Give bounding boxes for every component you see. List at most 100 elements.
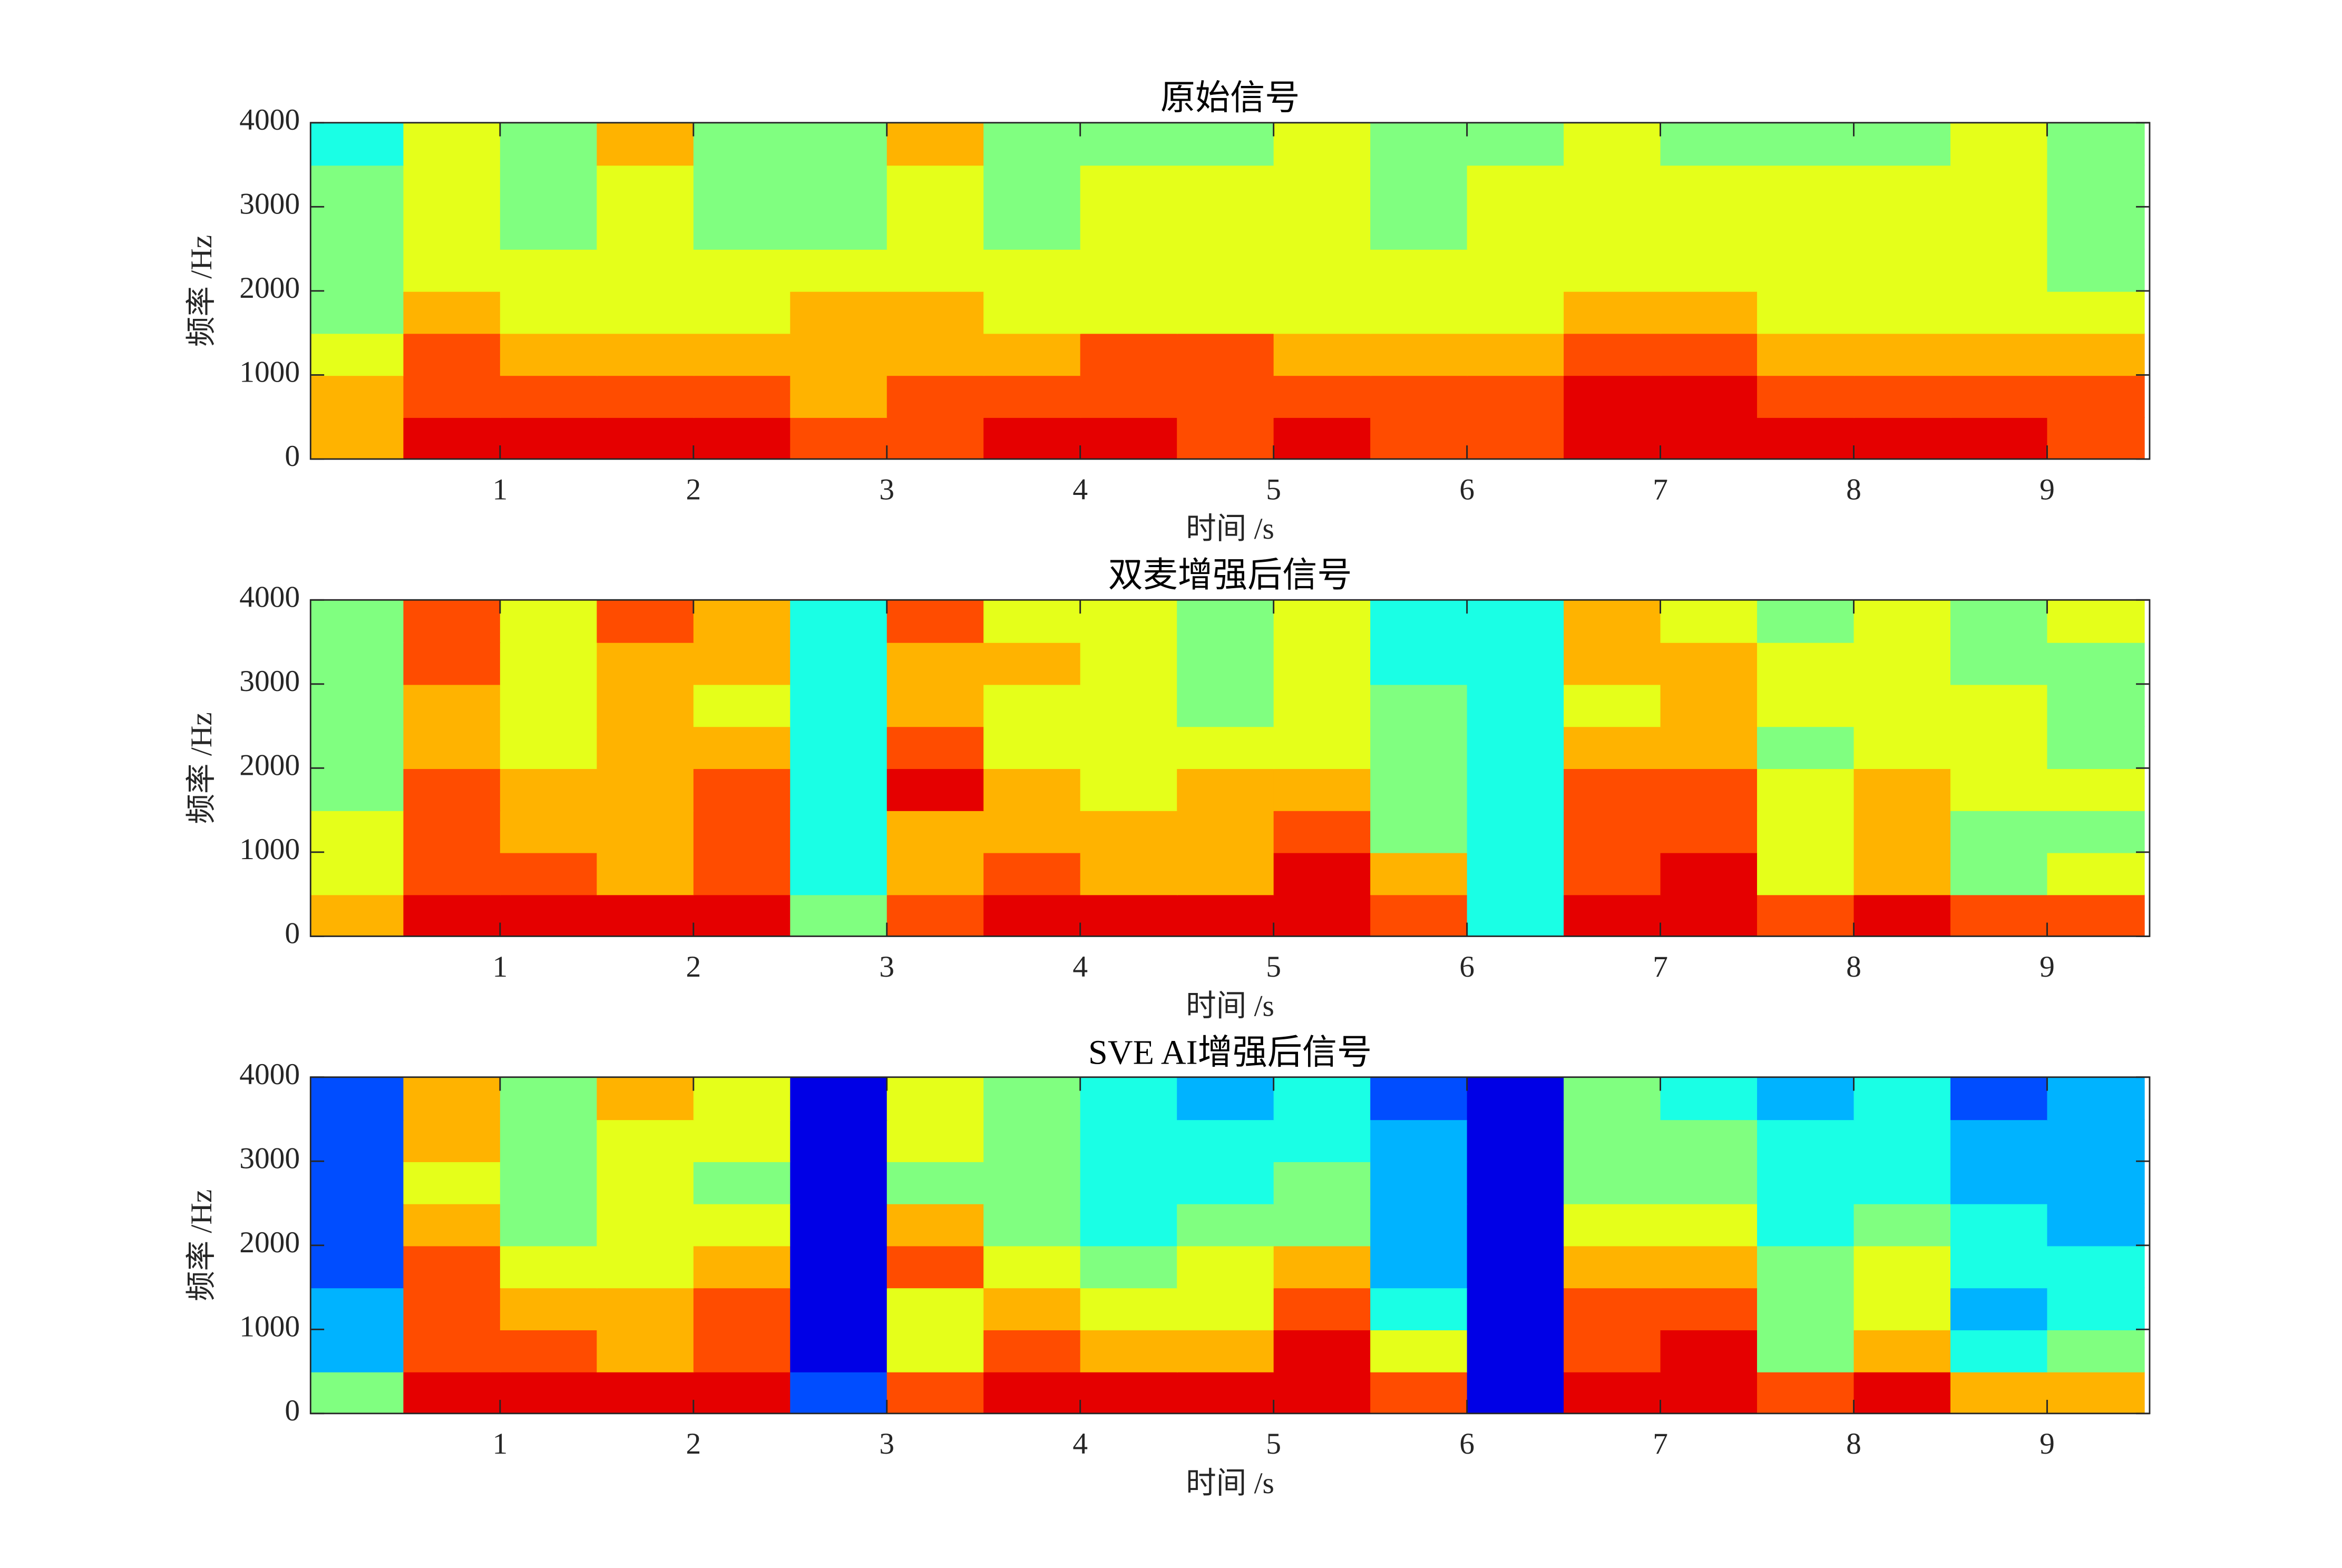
cell	[1660, 290, 1758, 334]
cell	[2047, 207, 2145, 250]
chart-title: 原始信号	[1160, 79, 1300, 118]
cell	[2047, 810, 2145, 853]
cell	[693, 684, 792, 727]
cell	[597, 164, 695, 208]
cell	[1467, 894, 1565, 937]
cell	[1564, 164, 1662, 208]
cell	[1757, 1371, 1855, 1414]
cell	[1853, 1329, 1951, 1372]
cell	[1950, 768, 2048, 811]
x-tick-label: 9	[2040, 473, 2055, 506]
cell	[1273, 290, 1371, 334]
cell	[790, 1077, 888, 1121]
cell	[1370, 1161, 1468, 1204]
cell	[500, 1287, 598, 1331]
cell	[790, 810, 888, 853]
cell	[500, 1203, 598, 1246]
cell	[403, 1245, 501, 1289]
cell	[1757, 810, 1855, 853]
cell	[1757, 417, 1855, 459]
cell	[693, 726, 792, 770]
cell	[1080, 1329, 1178, 1372]
cell	[693, 810, 792, 853]
cell	[886, 1203, 984, 1246]
cell	[1564, 852, 1662, 895]
cell	[1660, 1161, 1758, 1204]
x-axis-label: 时间 /s	[1186, 512, 1274, 546]
cell	[1467, 1371, 1565, 1414]
cell	[693, 290, 792, 334]
cell	[500, 1371, 598, 1414]
cell	[1177, 290, 1275, 334]
y-axis-label: 频率 /Hz	[185, 1190, 218, 1301]
cell	[886, 684, 984, 727]
cell	[597, 1077, 695, 1121]
cell	[886, 1245, 984, 1289]
cell	[1370, 1077, 1468, 1121]
cell	[886, 1371, 984, 1414]
cell	[597, 810, 695, 853]
cell	[886, 600, 984, 643]
cell	[983, 375, 1081, 418]
cell	[1757, 1119, 1855, 1162]
cell	[2047, 375, 2145, 418]
cell	[1080, 1203, 1178, 1246]
x-tick-label: 7	[1653, 950, 1668, 983]
cell	[790, 164, 888, 208]
x-tick-label: 3	[879, 950, 894, 983]
cell	[1177, 1329, 1275, 1372]
cell	[1370, 290, 1468, 334]
cell	[1273, 852, 1371, 895]
cell	[1564, 1245, 1662, 1289]
cell	[1370, 852, 1468, 895]
cell	[1660, 1371, 1758, 1414]
cell	[310, 1119, 405, 1162]
cell	[597, 1161, 695, 1204]
cell	[693, 1077, 792, 1121]
cell	[886, 1161, 984, 1204]
cell	[1080, 600, 1178, 643]
cell	[693, 768, 792, 811]
cell	[1080, 1077, 1178, 1121]
x-tick-label: 3	[879, 473, 894, 506]
cell	[1757, 1161, 1855, 1204]
cell	[403, 207, 501, 250]
cell	[1950, 1371, 2048, 1414]
cell	[1564, 333, 1662, 376]
cell	[500, 333, 598, 376]
y-tick-label: 3000	[239, 1142, 300, 1175]
cell	[310, 1203, 405, 1246]
cell	[1177, 642, 1275, 685]
cell	[1177, 684, 1275, 727]
cell	[1660, 417, 1758, 459]
cell	[1757, 1077, 1855, 1121]
cell	[693, 1245, 792, 1289]
x-tick-label: 7	[1653, 1427, 1668, 1460]
cell	[693, 894, 792, 937]
cell	[1950, 1245, 2048, 1289]
cell	[310, 894, 405, 937]
cell	[1660, 600, 1758, 643]
cell	[1467, 164, 1565, 208]
x-tick-label: 2	[686, 473, 701, 506]
cell	[1564, 600, 1662, 643]
y-tick-label: 4000	[239, 1058, 300, 1091]
y-tick-label: 3000	[239, 188, 300, 221]
cell	[1273, 1203, 1371, 1246]
cell	[597, 249, 695, 292]
cell	[2047, 1287, 2145, 1331]
cell	[1660, 207, 1758, 250]
cell	[1370, 164, 1468, 208]
cell	[693, 1371, 792, 1414]
cell	[983, 164, 1081, 208]
cell	[1467, 1329, 1565, 1372]
cell	[1177, 894, 1275, 937]
cell	[1080, 249, 1178, 292]
cell	[790, 1119, 888, 1162]
cell	[1853, 852, 1951, 895]
cell	[1757, 642, 1855, 685]
cell	[1853, 642, 1951, 685]
x-tick-label: 2	[686, 1427, 701, 1460]
cell	[1467, 122, 1565, 166]
cell	[1757, 684, 1855, 727]
